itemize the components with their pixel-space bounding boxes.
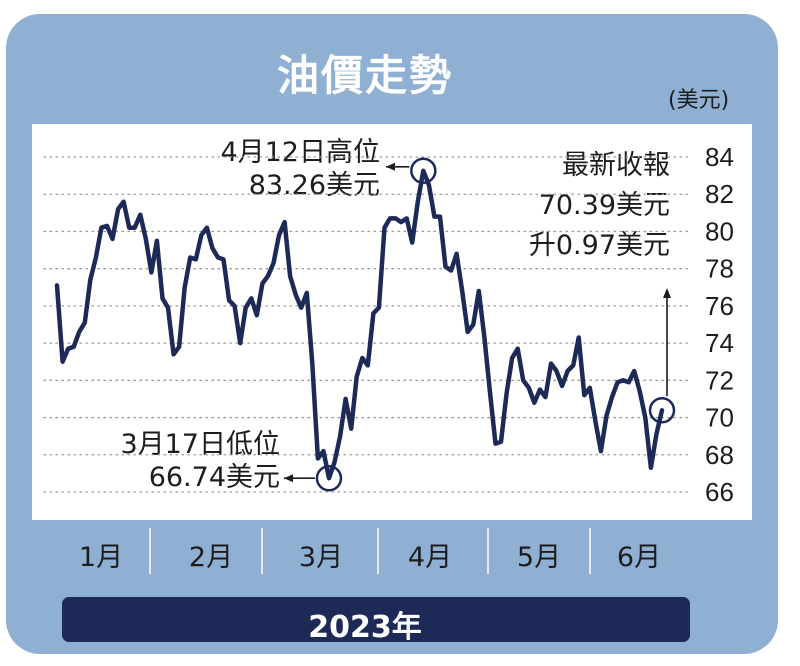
y-tick-label: 78	[705, 254, 734, 284]
y-tick-label: 80	[705, 216, 734, 246]
low-marker	[315, 464, 343, 492]
annotation-latest-line3: 升0.97美元	[528, 230, 670, 261]
latest-marker	[648, 397, 676, 424]
y-tick-label: 84	[705, 142, 734, 172]
annotation-latest-line2: 70.39美元	[538, 190, 670, 221]
y-tick-label: 66	[705, 477, 734, 507]
plot-area	[32, 124, 752, 520]
y-tick-label: 68	[705, 440, 734, 470]
y-axis-unit: (美元)	[668, 88, 730, 113]
x-tick-label: 2月	[189, 542, 233, 573]
annotation-latest: 最新收報 70.39美元 升0.97美元	[470, 146, 670, 266]
annotation-latest-line1: 最新收報	[562, 150, 670, 181]
y-tick-label: 82	[705, 179, 734, 209]
latest-leader-head	[663, 288, 671, 298]
x-tick-label: 4月	[408, 542, 452, 573]
annotation-high-line1: 4月12日高位	[220, 137, 380, 168]
year-bar	[62, 597, 690, 642]
x-tick-label: 3月	[299, 542, 343, 573]
year-label: 2023年	[308, 610, 422, 645]
x-tick-label: 1月	[79, 542, 123, 573]
x-tick-label: 6月	[617, 542, 661, 573]
low-leader-head	[284, 474, 293, 483]
x-tick-label: 5月	[517, 542, 561, 573]
chart-title: 油價走勢	[276, 51, 453, 100]
series-line	[54, 168, 665, 481]
y-tick-label: 74	[705, 328, 734, 358]
y-tick-label: 70	[705, 403, 734, 433]
high-leader-head	[386, 162, 395, 171]
annotation-low-line2: 66.74美元	[148, 462, 280, 493]
y-tick-label: 72	[705, 365, 734, 395]
annotation-high-line2: 83.26美元	[248, 170, 380, 201]
annotation-high: 4月12日高位 83.26美元	[120, 136, 380, 202]
high-marker	[410, 157, 437, 185]
y-tick-label: 76	[705, 291, 734, 321]
